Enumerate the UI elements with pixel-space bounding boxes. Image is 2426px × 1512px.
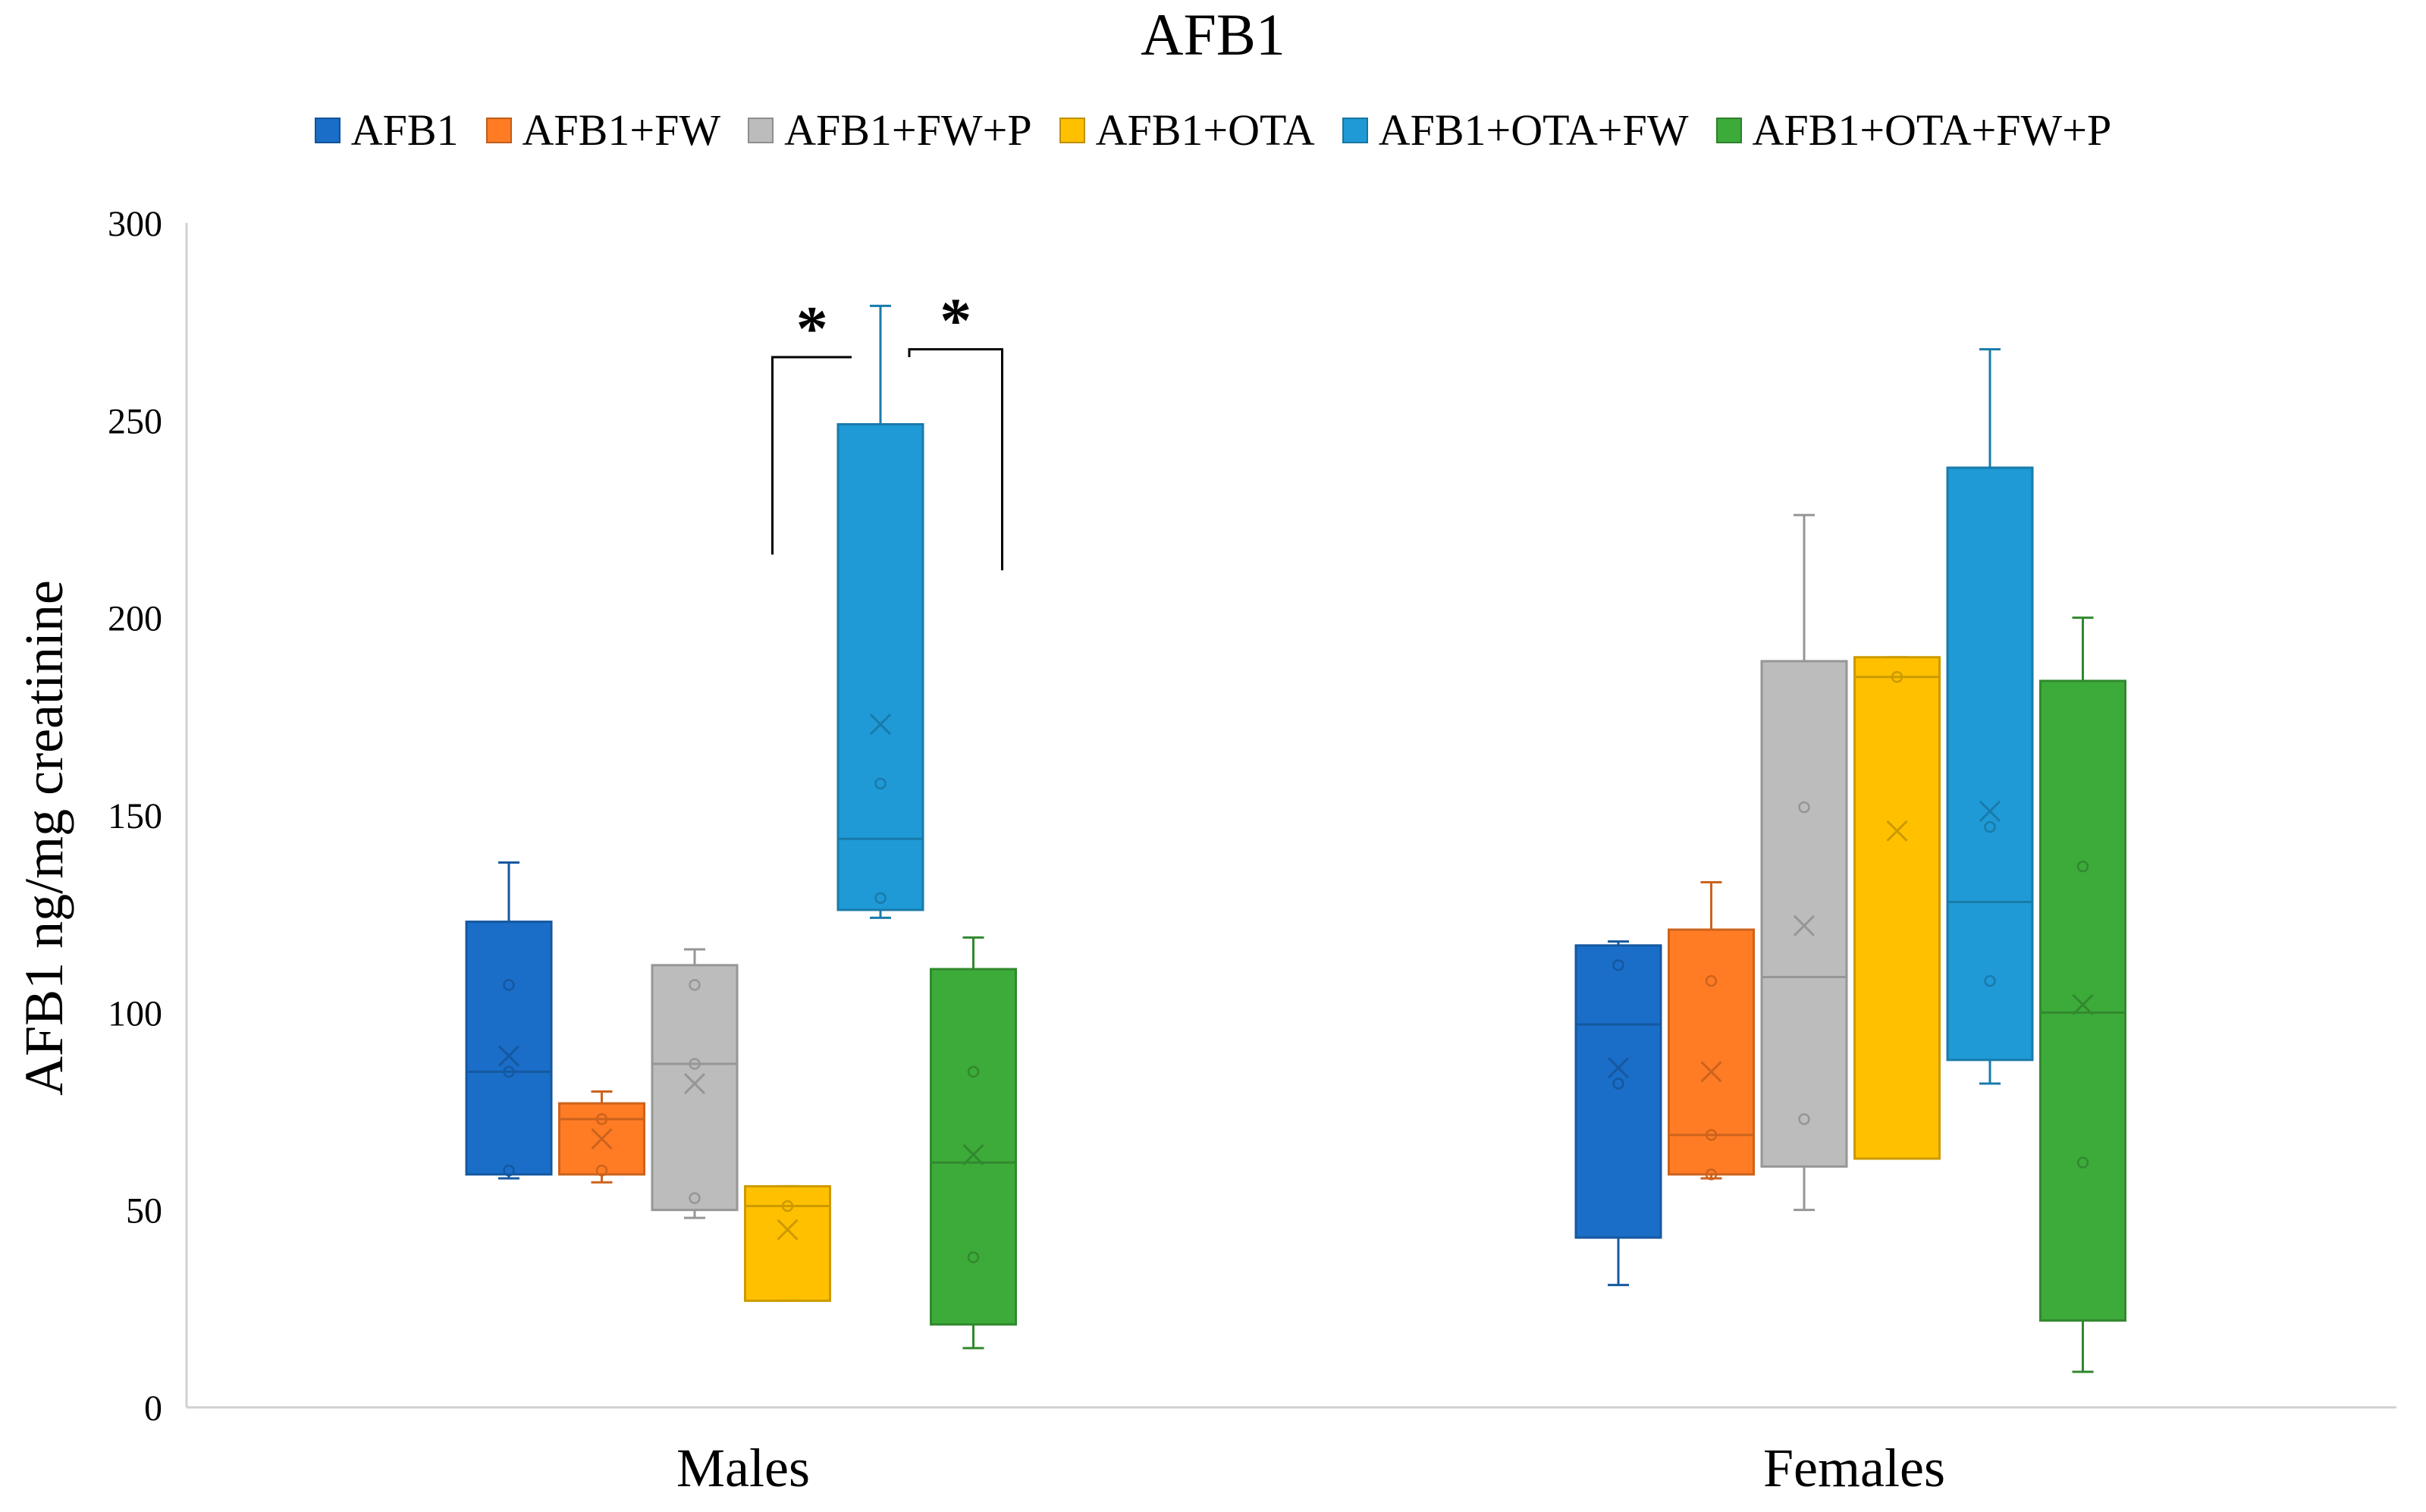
legend-swatch [1715,117,1742,143]
data-point [1705,1169,1718,1181]
box-iqr [1946,466,2034,1062]
mean-marker [2072,993,2094,1015]
box-iqr [1574,944,1662,1239]
legend-swatch [748,117,774,143]
legend-label: AFB1+FW [522,105,721,155]
y-tick-label: 150 [108,796,162,836]
box-plot [1760,513,1848,1212]
data-point [595,1164,608,1177]
data-point [1891,671,1903,683]
legend-label: AFB1+OTA+FW [1378,105,1689,155]
mean-marker [1793,914,1816,936]
box-iqr [1668,928,1755,1176]
significance-bracket [908,348,1003,571]
data-point [1612,959,1624,971]
box-plot [2039,616,2126,1373]
data-point [2076,860,2089,873]
legend-swatch [1342,117,1368,143]
data-point [2076,1156,2089,1169]
legend-swatch [1059,117,1085,143]
legend-label: AFB1 [350,105,459,155]
legend-label: AFB1+OTA+FW+P [1752,105,2112,155]
significance-star: * [796,293,828,364]
box-iqr [836,423,924,911]
mean-marker [683,1072,706,1095]
data-point [1984,820,1996,833]
data-point [1798,801,1810,814]
mean-marker [962,1143,984,1165]
box-plot [930,936,1017,1350]
box-iqr [1760,660,1848,1168]
legend-item: AFB1 [314,105,459,155]
y-tick-label: 100 [108,993,162,1034]
data-point [1705,974,1718,987]
data-point [689,1192,701,1204]
legend-item: AFB1+OTA+FW+P [1715,105,2112,155]
box-plot [1668,881,1755,1181]
data-point [1612,1078,1624,1090]
box-plot [651,948,739,1219]
data-point [503,1164,515,1177]
data-point [1705,1128,1718,1141]
mean-marker [1886,820,1908,842]
y-tick-label: 300 [108,204,162,244]
legend-swatch [314,117,341,143]
mean-marker [497,1045,520,1067]
legend-item: AFB1+OTA+FW [1342,105,1689,155]
data-point [503,1065,515,1078]
box-iqr [1853,656,1941,1160]
box-plot [558,1090,645,1184]
y-tick-label: 250 [108,401,162,441]
legend-swatch [485,117,512,143]
mean-marker [869,714,892,736]
box-plot [1853,656,1941,1160]
data-point [967,1251,980,1263]
data-point [781,1200,794,1212]
box-iqr [465,921,553,1176]
data-point [874,892,887,905]
x-category-label: Males [676,1438,810,1498]
legend-item: AFB1+FW+P [748,105,1032,155]
mean-marker [777,1219,799,1241]
y-tick-label: 200 [108,599,162,639]
data-point [503,979,515,991]
y-axis-label: AFB1 ng/mg creatinine [14,580,74,1096]
x-category-label: Females [1763,1438,1945,1498]
box-plot [465,861,553,1180]
box-plot [1574,940,1662,1287]
mean-marker [1979,800,2001,822]
legend: AFB1 AFB1+FW AFB1+FW+P AFB1+OTA AFB1+OTA+FW A… [0,105,2426,155]
box-iqr [651,964,739,1212]
box-plot [744,1184,831,1302]
y-tick-label: 50 [126,1191,162,1231]
legend-label: AFB1+OTA [1095,105,1315,155]
y-tick-label: 0 [144,1388,162,1429]
box-iqr [930,968,1017,1326]
data-point [967,1065,980,1078]
mean-marker [591,1128,613,1150]
legend-item: AFB1+OTA [1059,105,1315,155]
box-plot [1946,348,2034,1085]
data-point [595,1113,608,1125]
legend-label: AFB1+FW+P [784,105,1032,155]
significance-bracket [771,356,852,555]
data-point [1984,974,1996,987]
significance-star: * [940,286,971,356]
data-point [689,979,701,991]
box-plot [836,304,924,919]
data-point [689,1058,701,1070]
mean-marker [1700,1061,1722,1083]
chart-title: AFB1 [1141,2,1285,67]
mean-marker [1607,1057,1630,1079]
data-point [1798,1113,1810,1125]
box-iqr [2039,679,2126,1322]
data-point [874,777,887,790]
box-iqr [744,1184,831,1302]
legend-item: AFB1+FW [485,105,721,155]
